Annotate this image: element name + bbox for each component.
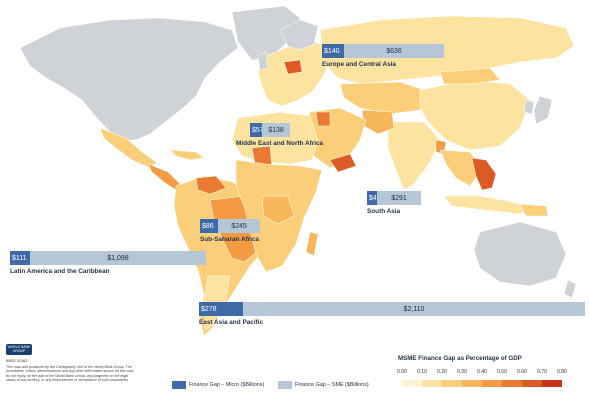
poland bbox=[283, 59, 303, 75]
india bbox=[387, 121, 441, 191]
mongolia bbox=[439, 67, 501, 85]
japan bbox=[533, 95, 553, 125]
iraq-syria bbox=[315, 111, 331, 127]
ibrd-code: IBRD 41162 bbox=[6, 358, 28, 363]
label-middle-east-north-africa: Middle East and North Africa bbox=[236, 140, 324, 147]
scale-tick-label: 0.50 bbox=[497, 369, 507, 375]
greenland-landmass bbox=[231, 5, 301, 61]
central-asia bbox=[339, 81, 431, 115]
bar-east-asia-pacific: $278 $2,110 bbox=[199, 302, 585, 316]
sme-gap-south-asia: $291 bbox=[377, 191, 421, 205]
antarctica-edge bbox=[0, 402, 589, 407]
north-america-landmass bbox=[19, 17, 239, 141]
bar-europe-central-asia: $140 $636 bbox=[322, 44, 444, 58]
madagascar bbox=[305, 231, 319, 257]
bar-latin-america-caribbean: $111 $1,098 bbox=[10, 251, 206, 265]
venezuela bbox=[195, 175, 227, 195]
sme-gap-europe: $636 bbox=[344, 44, 444, 58]
scale-tick-label: 0.00 bbox=[397, 369, 407, 375]
caribbean bbox=[169, 149, 205, 161]
legend-micro: Finance Gap – Micro ($Billions) bbox=[172, 381, 264, 389]
central-africa bbox=[261, 195, 295, 225]
scale-tick-label: 0.20 bbox=[437, 369, 447, 375]
scale-tick-label: 0.80 bbox=[557, 369, 567, 375]
sme-gap-lac: $1,098 bbox=[30, 251, 206, 265]
label-europe-central-asia: Europe and Central Asia bbox=[322, 61, 396, 68]
scale-swatch bbox=[442, 380, 462, 387]
bar-middle-east-north-africa: $57 $138 bbox=[250, 123, 290, 137]
north-africa bbox=[231, 111, 319, 165]
indonesia bbox=[443, 195, 531, 215]
label-east-asia-pacific: East Asia and Pacific bbox=[199, 319, 264, 326]
scandinavia bbox=[279, 19, 319, 51]
china bbox=[419, 79, 531, 151]
bar-sub-saharan-africa: $86 $245 bbox=[200, 219, 260, 233]
australia bbox=[473, 221, 567, 287]
scale-swatch bbox=[462, 380, 482, 387]
yemen bbox=[329, 153, 357, 173]
legend-sme: Finance Gap – SME ($Billions) bbox=[278, 381, 369, 389]
scale-tick-label: 0.10 bbox=[417, 369, 427, 375]
sme-gap-mena: $138 bbox=[262, 123, 290, 137]
new-zealand bbox=[563, 279, 577, 299]
russia bbox=[319, 15, 575, 85]
sme-gap-eap: $2,110 bbox=[243, 302, 585, 316]
micro-gap-eap: $278 bbox=[199, 302, 243, 316]
label-south-asia: South Asia bbox=[367, 208, 401, 215]
legend-micro-label: Finance Gap – Micro ($Billions) bbox=[189, 382, 265, 388]
scale-swatch bbox=[422, 380, 442, 387]
map-disclaimer: This map was produced by the Cartography… bbox=[6, 365, 134, 383]
world-bank-logo: WORLD BANK GROUP bbox=[6, 344, 32, 355]
scale-swatch bbox=[542, 380, 562, 387]
legend-sme-swatch bbox=[278, 381, 292, 389]
legend-micro-swatch bbox=[172, 381, 186, 389]
scale-swatch bbox=[402, 380, 422, 387]
korea bbox=[523, 99, 535, 115]
scale-tick-label: 0.30 bbox=[457, 369, 467, 375]
scale-tick-label: 0.40 bbox=[477, 369, 487, 375]
micro-gap-ssa: $86 bbox=[200, 219, 218, 233]
scale-swatch bbox=[482, 380, 502, 387]
scale-tick-label: 0.70 bbox=[537, 369, 547, 375]
sme-gap-ssa: $245 bbox=[218, 219, 260, 233]
philippines bbox=[471, 157, 497, 191]
micro-gap-mena: $57 bbox=[250, 123, 264, 137]
micro-gap-lac: $111 bbox=[10, 251, 30, 265]
micro-gap-europe: $140 bbox=[322, 44, 344, 58]
southeast-asia bbox=[439, 149, 483, 187]
uk bbox=[257, 51, 269, 71]
papua bbox=[519, 203, 549, 217]
label-sub-saharan-africa: Sub-Saharan Africa bbox=[200, 236, 260, 243]
scale-swatch bbox=[522, 380, 542, 387]
central-america bbox=[147, 163, 181, 191]
legend-sme-label: Finance Gap – SME ($Billions) bbox=[295, 382, 369, 388]
scale-swatch bbox=[502, 380, 522, 387]
scale-tick-label: 0.60 bbox=[517, 369, 527, 375]
bar-south-asia: $46 $291 bbox=[367, 191, 421, 205]
label-latin-america-caribbean: Latin America and the Caribbean bbox=[10, 268, 110, 275]
color-scale-title: MSME Finance Gap as Percentage of GDP bbox=[398, 355, 522, 362]
micro-gap-south-asia: $46 bbox=[367, 191, 381, 205]
